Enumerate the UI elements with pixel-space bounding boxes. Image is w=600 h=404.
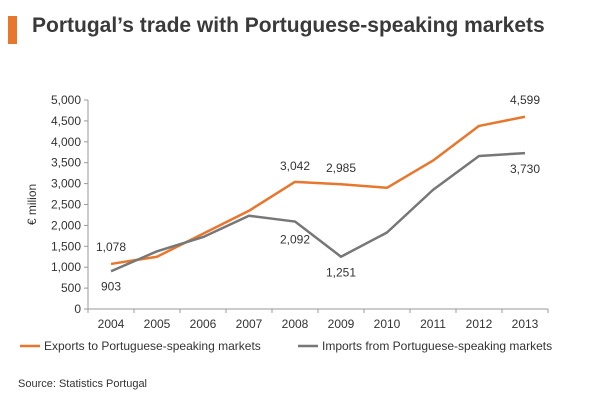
x-tick-label: 2009 xyxy=(328,317,355,331)
y-tick-label: 0 xyxy=(74,302,81,316)
x-tick-label: 2011 xyxy=(420,317,446,331)
series-line-exports xyxy=(110,115,526,266)
x-tick-label: 2006 xyxy=(190,317,217,331)
source-note: Source: Statistics Portugal xyxy=(18,378,148,390)
data-label: 903 xyxy=(101,279,121,293)
y-tick-label: 4,000 xyxy=(51,135,81,149)
y-tick-label: 4,500 xyxy=(51,114,81,128)
y-tick-label: 5,000 xyxy=(51,93,81,107)
y-tick-label: 3,000 xyxy=(51,177,81,191)
x-tick-label: 2008 xyxy=(282,317,309,331)
chart-legend: Exports to Portuguese-speaking markets Im… xyxy=(20,339,552,353)
data-label: 1,251 xyxy=(326,266,356,280)
data-label: 2,985 xyxy=(326,161,356,175)
y-tick-label: 1,000 xyxy=(51,260,81,274)
chart-axes: 0 500 1,000 1,500 2,000 2,500 3,000 3,500 4,000 4… xyxy=(25,93,549,331)
x-tick-label: 2005 xyxy=(144,317,171,331)
y-tick-label: 1,500 xyxy=(51,239,81,253)
x-tick-label: 2013 xyxy=(512,317,539,331)
data-label: 4,599 xyxy=(510,93,540,107)
series-line-imports xyxy=(110,151,526,273)
x-tick-label: 2010 xyxy=(374,317,401,331)
data-label: 2,092 xyxy=(280,233,310,247)
data-label: 3,042 xyxy=(280,159,310,173)
y-tick-label: 2,500 xyxy=(51,198,81,212)
y-axis-label: € milion xyxy=(25,184,39,225)
x-tick-label: 2012 xyxy=(466,317,493,331)
y-tick-label: 500 xyxy=(61,281,81,295)
x-tick-label: 2007 xyxy=(236,317,263,331)
y-tick-label: 3,500 xyxy=(51,156,81,170)
data-label: 3,730 xyxy=(510,162,540,176)
data-label: 1,078 xyxy=(96,240,126,254)
legend-label-exports: Exports to Portuguese-speaking markets xyxy=(44,339,261,353)
x-tick-label: 2004 xyxy=(98,317,125,331)
y-tick-label: 2,000 xyxy=(51,218,81,232)
chart-title: Portugal’s trade with Portuguese-speakin… xyxy=(32,14,545,37)
chart-series xyxy=(110,115,526,273)
legend-label-imports: Imports from Portuguese-speaking markets xyxy=(322,339,552,353)
title-accent-bar xyxy=(8,16,17,44)
chart-data-labels: 1,078 3,042 2,985 4,599 903 2,092 1,251 3,730 xyxy=(96,93,540,293)
